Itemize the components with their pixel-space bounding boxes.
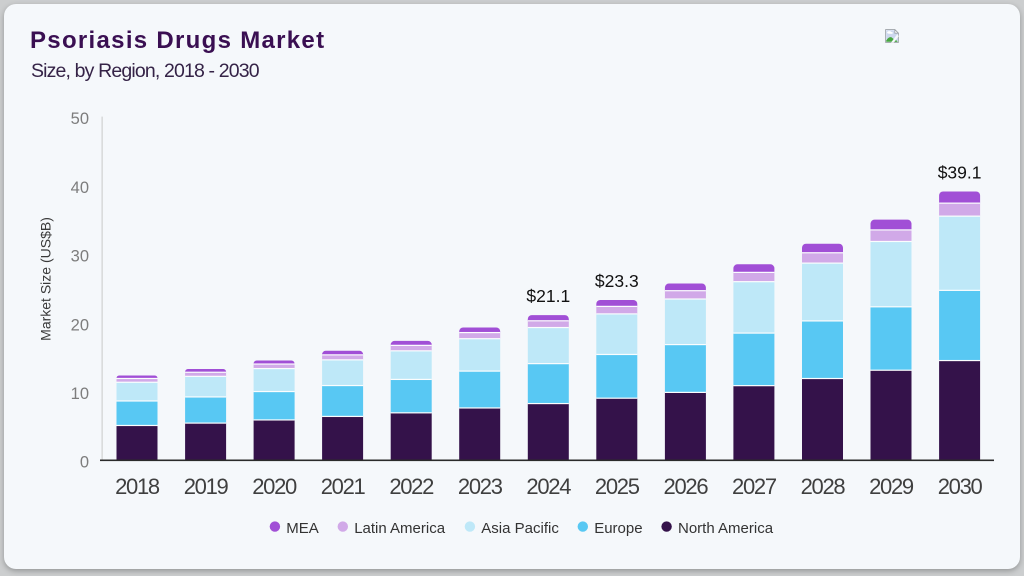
svg-text:40: 40 — [71, 179, 89, 197]
svg-text:Asia Pacific: Asia Pacific — [481, 520, 559, 537]
svg-text:2026: 2026 — [664, 474, 709, 499]
svg-text:2021: 2021 — [321, 474, 366, 499]
svg-text:2024: 2024 — [526, 474, 571, 499]
svg-text:2020: 2020 — [252, 474, 297, 499]
svg-text:30: 30 — [71, 248, 89, 266]
svg-text:$21.1: $21.1 — [526, 286, 570, 306]
svg-text:10: 10 — [71, 385, 89, 403]
svg-text:2022: 2022 — [389, 474, 434, 499]
svg-text:Europe: Europe — [594, 520, 642, 537]
svg-text:2025: 2025 — [595, 474, 640, 499]
svg-text:North America: North America — [678, 520, 774, 537]
svg-text:$23.3: $23.3 — [595, 271, 639, 291]
svg-text:2028: 2028 — [801, 474, 846, 499]
svg-text:2027: 2027 — [732, 474, 777, 499]
svg-text:2029: 2029 — [869, 474, 914, 499]
svg-text:50: 50 — [71, 110, 89, 128]
svg-text:Latin America: Latin America — [354, 520, 446, 537]
svg-text:Market Size (US$B): Market Size (US$B) — [38, 217, 54, 341]
svg-text:0: 0 — [80, 454, 89, 472]
svg-text:2019: 2019 — [184, 474, 229, 499]
svg-text:MEA: MEA — [286, 520, 319, 537]
svg-text:2030: 2030 — [938, 474, 983, 499]
svg-text:2018: 2018 — [115, 474, 160, 499]
svg-text:20: 20 — [71, 316, 89, 334]
svg-text:$39.1: $39.1 — [938, 163, 982, 183]
svg-text:2023: 2023 — [458, 474, 503, 499]
